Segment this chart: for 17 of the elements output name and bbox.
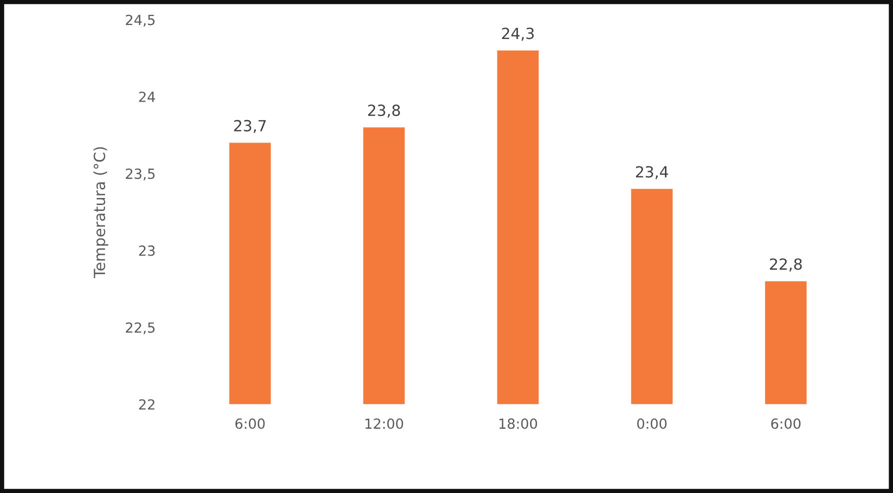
y-tick-label: 22 xyxy=(139,399,154,410)
data-label: 23,7 xyxy=(234,120,266,134)
y-tick-label: 23 xyxy=(139,245,155,256)
y-axis-title: Temperatura (°C) xyxy=(93,147,108,278)
data-label: 23,4 xyxy=(636,166,668,180)
x-tick-label: 6:00 xyxy=(771,418,801,429)
x-tick-label: 6:00 xyxy=(235,418,265,429)
x-tick-label: 18:00 xyxy=(499,418,538,429)
y-tick-label: 24,5 xyxy=(126,14,155,27)
y-tick-label: 24 xyxy=(139,92,155,102)
y-tick-label: 23,5 xyxy=(126,168,155,180)
data-label: 23,8 xyxy=(368,104,400,118)
y-tick-label: 22,5 xyxy=(126,322,155,334)
data-label: 22,8 xyxy=(770,258,802,272)
x-tick-label: 12:00 xyxy=(366,418,404,429)
x-tick-label: 0:00 xyxy=(637,418,667,429)
data-label: 24,3 xyxy=(502,28,534,41)
